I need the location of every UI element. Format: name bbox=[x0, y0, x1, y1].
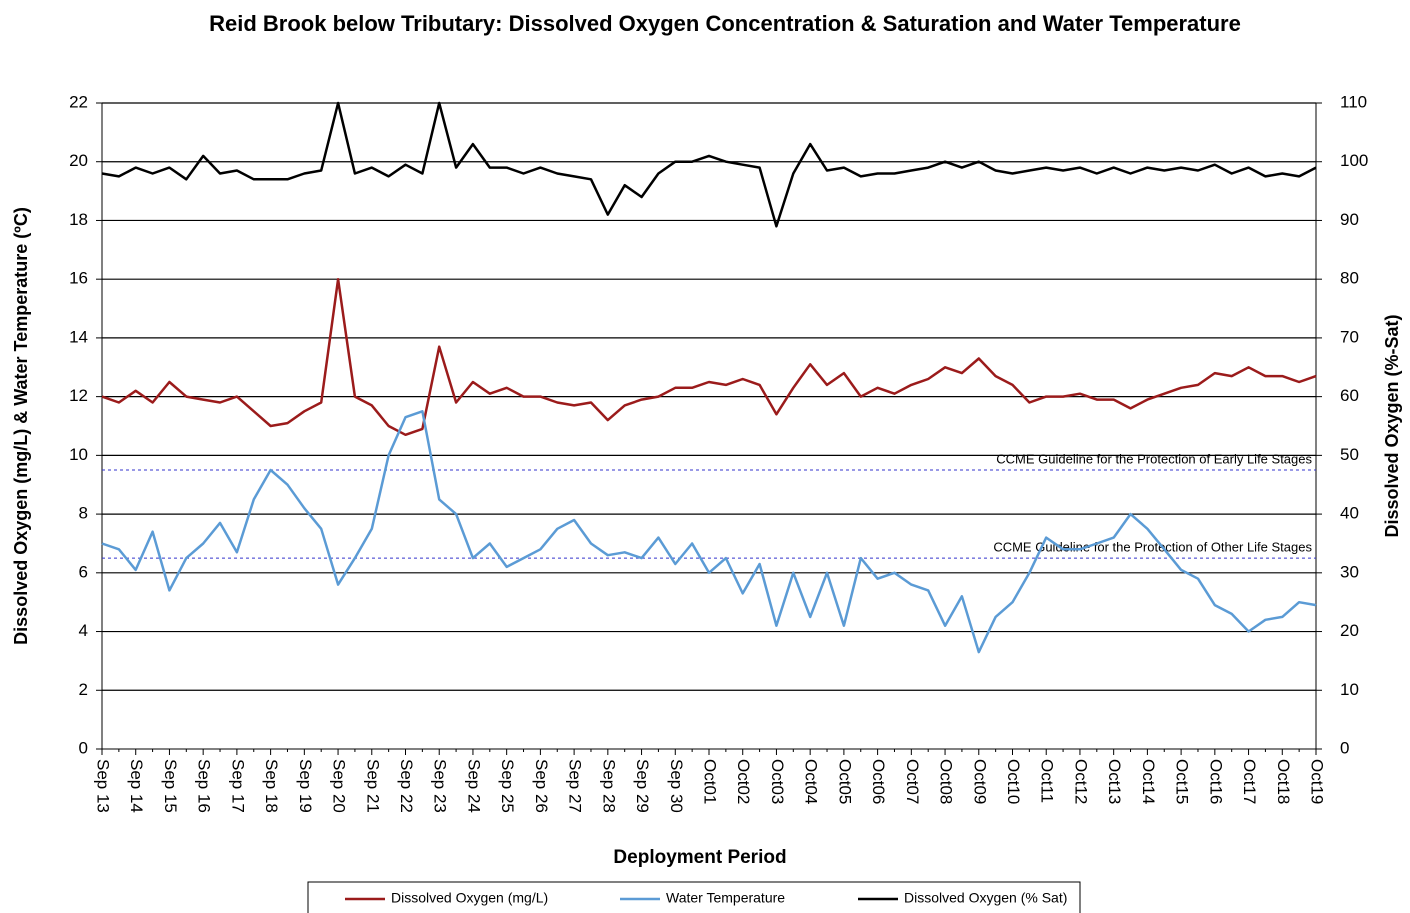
guideline-label: CCME Guideline for the Protection of Ear… bbox=[996, 451, 1312, 466]
x-tick-label: Sep 25 bbox=[498, 759, 517, 813]
x-tick-label: Sep 15 bbox=[161, 759, 180, 813]
x-tick-label: Oct11 bbox=[1038, 759, 1057, 803]
x-tick-label: Oct04 bbox=[802, 759, 821, 804]
x-tick-label: Oct12 bbox=[1071, 759, 1090, 804]
legend-label: Water Temperature bbox=[666, 890, 785, 906]
y2-axis-title: Dissolved Oxygen (%-Sat) bbox=[1382, 314, 1402, 537]
y-tick-label: 4 bbox=[79, 621, 88, 640]
x-tick-label: Oct17 bbox=[1240, 759, 1259, 804]
x-tick-label: Oct10 bbox=[1004, 759, 1023, 804]
legend-box bbox=[307, 881, 1081, 913]
y2-tick-label: 100 bbox=[1340, 151, 1368, 170]
x-tick-label: Sep 18 bbox=[262, 759, 281, 813]
y2-tick-label: 0 bbox=[1340, 738, 1349, 757]
y2-tick-label: 10 bbox=[1340, 680, 1359, 699]
y2-tick-label: 70 bbox=[1340, 327, 1359, 346]
guideline-label: CCME Guideline for the Protection of Oth… bbox=[993, 540, 1312, 555]
y-tick-label: 14 bbox=[69, 327, 88, 346]
x-tick-label: Sep 24 bbox=[464, 759, 483, 813]
chart-title: Reid Brook below Tributary: Dissolved Ox… bbox=[209, 11, 1241, 36]
y2-tick-label: 50 bbox=[1340, 445, 1359, 464]
x-tick-label: Oct15 bbox=[1173, 759, 1192, 804]
x-tick-label: Sep 20 bbox=[330, 759, 349, 813]
x-tick-label: Oct06 bbox=[869, 759, 888, 804]
series-line bbox=[101, 277, 1317, 437]
x-tick-label: Sep 29 bbox=[633, 759, 652, 813]
x-tick-label: Sep 13 bbox=[94, 759, 113, 813]
y-tick-label: 22 bbox=[69, 92, 88, 111]
y-tick-label: 10 bbox=[69, 445, 88, 464]
y-tick-label: 8 bbox=[79, 504, 88, 523]
series-line bbox=[101, 410, 1317, 654]
x-tick-label: Oct14 bbox=[1139, 759, 1158, 804]
y-tick-label: 2 bbox=[79, 680, 88, 699]
y-tick-label: 18 bbox=[69, 210, 88, 229]
y2-tick-label: 90 bbox=[1340, 210, 1359, 229]
x-tick-label: Oct07 bbox=[903, 759, 922, 804]
x-tick-label: Sep 21 bbox=[363, 759, 382, 813]
y-tick-label: 16 bbox=[69, 269, 88, 288]
y2-tick-label: 60 bbox=[1340, 386, 1359, 405]
x-tick-label: Sep 28 bbox=[599, 759, 618, 813]
y-tick-label: 0 bbox=[79, 738, 88, 757]
y2-tick-label: 80 bbox=[1340, 269, 1359, 288]
x-tick-label: Oct02 bbox=[734, 759, 753, 804]
x-tick-label: Sep 22 bbox=[397, 759, 416, 813]
x-tick-label: Sep 30 bbox=[667, 759, 686, 813]
x-tick-label: Sep 26 bbox=[532, 759, 551, 813]
x-tick-label: Sep 27 bbox=[566, 759, 585, 813]
x-tick-label: Sep 14 bbox=[127, 759, 146, 813]
x-axis-title: Deployment Period bbox=[613, 847, 786, 868]
y-tick-label: 20 bbox=[69, 151, 88, 170]
x-tick-label: Oct01 bbox=[701, 759, 720, 804]
y2-tick-label: 110 bbox=[1340, 92, 1367, 111]
x-tick-label: Oct18 bbox=[1274, 759, 1293, 804]
y-axis-title: Dissolved Oxygen (mg/L) & Water Temperat… bbox=[11, 207, 31, 645]
y-tick-label: 12 bbox=[69, 386, 88, 405]
y2-tick-label: 40 bbox=[1340, 504, 1359, 523]
x-tick-label: Oct03 bbox=[768, 759, 787, 804]
x-tick-label: Oct16 bbox=[1206, 759, 1225, 804]
x-tick-label: Sep 19 bbox=[296, 759, 315, 813]
y2-tick-label: 30 bbox=[1340, 562, 1359, 581]
x-tick-label: Sep 23 bbox=[431, 759, 450, 813]
x-tick-label: Oct05 bbox=[835, 759, 854, 804]
series-line bbox=[101, 101, 1317, 228]
x-tick-label: Oct13 bbox=[1105, 759, 1124, 804]
x-tick-label: Oct08 bbox=[937, 759, 956, 804]
x-tick-label: Oct09 bbox=[970, 759, 989, 804]
legend-label: Dissolved Oxygen (mg/L) bbox=[391, 890, 548, 906]
x-tick-label: Sep 16 bbox=[195, 759, 214, 813]
x-tick-label: Sep 17 bbox=[228, 759, 247, 813]
y2-tick-label: 20 bbox=[1340, 621, 1359, 640]
legend-label: Dissolved Oxygen (% Sat) bbox=[904, 890, 1067, 906]
x-tick-label: Oct19 bbox=[1308, 759, 1327, 804]
y-tick-label: 6 bbox=[79, 562, 88, 581]
